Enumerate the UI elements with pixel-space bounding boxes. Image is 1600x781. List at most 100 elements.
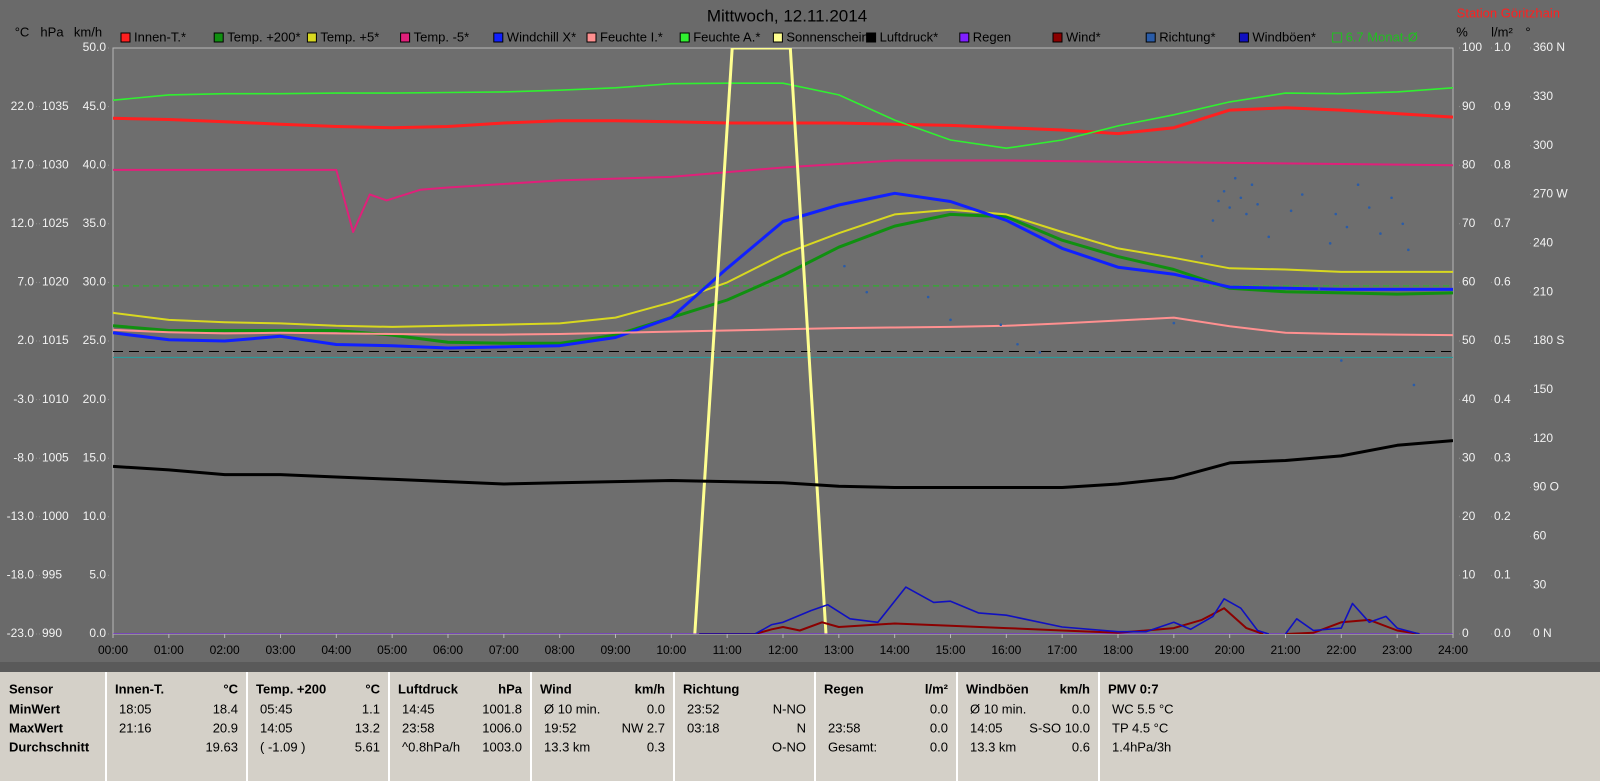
direction-dot [949, 318, 952, 322]
table-cell: 05:45 [260, 701, 293, 716]
station-name: Station Göritzhain [1457, 5, 1560, 20]
legend-label: Temp. +200* [227, 29, 300, 44]
legend-label: Windböen* [1252, 29, 1316, 44]
legend-swatch [120, 32, 131, 43]
y-tick-label: 10 [1462, 568, 1476, 582]
direction-dot [1412, 383, 1416, 387]
y-tick-label: 40.0 [83, 157, 107, 171]
legend-label: Richtung* [1159, 29, 1215, 44]
y-tick-label: 50 [1462, 333, 1476, 347]
direction-dot [1267, 235, 1271, 239]
y-tick-label: 20.0 [83, 392, 107, 406]
x-tick-label: 16:00 [991, 643, 1021, 657]
legend-swatch [586, 32, 597, 43]
table-cell: 19.63 [205, 739, 238, 754]
y-tick-label: 15.0 [83, 450, 107, 464]
legend-swatch [1332, 32, 1343, 43]
table-cell: 0.6 [1072, 739, 1090, 754]
direction-dot [1038, 351, 1042, 354]
table-cell: 18:05 [119, 701, 152, 716]
direction-dot [1222, 189, 1226, 193]
y-tick-label: 0.5 [1494, 333, 1511, 347]
y-tick-label: 0.6 [1494, 275, 1511, 289]
y-tick-label: 360 N [1533, 40, 1565, 54]
x-tick-label: 19:00 [1159, 643, 1189, 657]
y-tick-label: 5.0 [89, 568, 106, 582]
legend-label: Temp. +5* [320, 29, 379, 44]
table-cell: 0.3 [647, 739, 665, 754]
direction-dot [1401, 222, 1405, 226]
legend-swatch [306, 32, 317, 43]
y-tick-label: 80 [1462, 157, 1476, 171]
y-tick-label: 45.0 [83, 99, 107, 113]
y-tick-label: 1020 [42, 275, 69, 289]
x-tick-label: 15:00 [935, 643, 965, 657]
y-tick-label: 990 [42, 626, 62, 640]
y-tick-label: 17.0 [11, 157, 35, 171]
table-cell: 13.2 [355, 720, 380, 735]
table-cell: Ø 10 min. [544, 701, 600, 716]
y-tick-label: 7.0 [17, 275, 34, 289]
series-line [113, 191, 1453, 350]
y-tick-label: 2.0 [17, 333, 34, 347]
series-line [699, 586, 1420, 634]
legend-label: Innen-T.* [134, 29, 186, 44]
y-tick-label: 40 [1462, 392, 1476, 406]
direction-dot [1256, 202, 1259, 206]
series-line [113, 439, 1453, 489]
legend-label: Luftdruck* [880, 29, 939, 44]
direction-dot [1390, 196, 1393, 200]
y-tick-label: 1010 [42, 392, 69, 406]
y-tick-label: -3.0 [13, 392, 34, 406]
direction-dot [1289, 209, 1293, 213]
series-line [113, 208, 1453, 328]
direction-dot [1356, 183, 1360, 187]
y-tick-label: 270 W [1533, 187, 1568, 201]
y-tick-label: 10.0 [83, 509, 107, 523]
table-cell: 1003.0 [482, 739, 522, 754]
direction-dot [865, 290, 869, 294]
table-cell: 1006.0 [482, 720, 522, 735]
chart-title: Mittwoch, 12.11.2014 [707, 6, 867, 25]
legend-label: Wind* [1066, 29, 1101, 44]
x-tick-label: 17:00 [1047, 643, 1077, 657]
axis-unit: hPa [40, 24, 64, 39]
y-tick-label: 0 [1462, 626, 1469, 640]
y-tick-label: 1035 [42, 99, 69, 113]
table-header: Sensor [9, 681, 53, 696]
table-cell: 21:16 [119, 720, 152, 735]
direction-dot [1328, 242, 1332, 245]
legend-swatch [213, 32, 224, 43]
table-cell: 23:58 [828, 720, 861, 735]
y-tick-label: 0 N [1533, 626, 1552, 640]
table-header: °C [223, 681, 238, 696]
x-tick-label: 14:00 [880, 643, 910, 657]
legend-swatch [959, 32, 970, 43]
table-cell: 14:45 [402, 701, 435, 716]
x-tick-label: 02:00 [210, 643, 240, 657]
y-tick-label: 210 [1533, 284, 1553, 298]
legend-swatch [400, 32, 411, 43]
legend-swatch [866, 32, 877, 43]
legend-label: 6.7 Monat-Ø [1346, 29, 1418, 44]
x-tick-label: 08:00 [545, 643, 575, 657]
axis-unit: km/h [74, 24, 102, 39]
table-cell: 14:05 [970, 720, 1003, 735]
y-tick-label: 30 [1462, 450, 1476, 464]
table-row-label: Durchschnitt [9, 739, 90, 754]
table-cell: ^0.8hPa/h [402, 739, 460, 754]
table-cell: TP 4.5 °C [1112, 720, 1168, 735]
table-cell: 1.4hPa/3h [1112, 739, 1171, 754]
table-cell: 1001.8 [482, 701, 522, 716]
plot-area [112, 47, 1454, 635]
y-tick-label: 35.0 [83, 216, 107, 230]
direction-dot [1172, 321, 1176, 325]
x-tick-label: 22:00 [1326, 643, 1356, 657]
y-tick-label: 30 [1533, 577, 1547, 591]
y-tick-label: -23.0 [7, 626, 35, 640]
x-tick-label: 10:00 [656, 643, 686, 657]
x-tick-label: 13:00 [824, 643, 854, 657]
direction-dot [1407, 248, 1410, 252]
x-tick-label: 18:00 [1103, 643, 1133, 657]
axis-unit: l/m² [1491, 24, 1513, 39]
